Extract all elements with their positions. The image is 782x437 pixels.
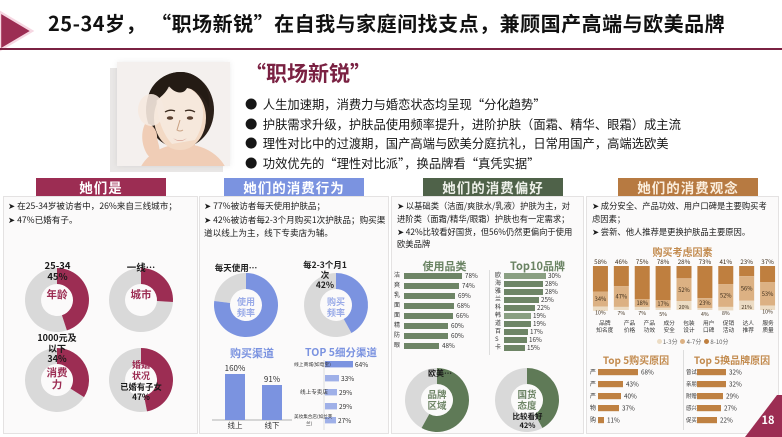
svg-text:58%: 58% [594,257,607,266]
svg-text:兰): 兰) [306,420,313,427]
svg-text:爽: 爽 [394,280,400,289]
svg-text:78%: 78% [657,257,670,266]
svg-text:5%: 5% [659,311,667,318]
svg-text:7%: 7% [617,310,625,317]
svg-text:亲朋: 亲朋 [686,380,697,388]
svg-text:附赠: 附赠 [686,392,697,400]
svg-text:40%: 40% [624,392,637,401]
svg-text:严: 严 [590,367,596,376]
svg-text:15%: 15% [527,343,540,352]
svg-text:线上: 线上 [228,420,243,431]
svg-text:卡: 卡 [495,342,501,351]
svg-text:感兴: 感兴 [686,404,697,412]
svg-text:乳: 乳 [394,290,400,299]
svg-text:48%: 48% [442,341,455,350]
svg-text:28%: 28% [678,257,691,266]
svg-text:69%: 69% [458,291,471,300]
svg-text:33%: 33% [341,373,354,383]
svg-text:160%: 160% [225,363,246,374]
svg-text:线上专卖店: 线上专卖店 [300,388,328,396]
svg-text:面: 面 [394,310,400,319]
svg-text:23%: 23% [740,257,753,266]
svg-text:18%: 18% [636,298,648,307]
svg-text:美妆集合店(如丝芙: 美妆集合店(如丝芙 [294,413,333,420]
svg-text:37%: 37% [761,257,774,266]
svg-text:75%: 75% [636,257,649,266]
svg-text:68%: 68% [457,301,470,310]
svg-text:严: 严 [590,379,596,388]
svg-text:29%: 29% [339,387,352,397]
svg-text:29%: 29% [339,401,352,411]
svg-text:32%: 32% [729,368,742,377]
svg-text:眼: 眼 [394,340,400,349]
svg-text:66%: 66% [456,311,469,320]
svg-text:64%: 64% [355,359,368,369]
svg-text:34%: 34% [595,294,607,303]
svg-text:10%: 10% [762,309,773,316]
svg-text:53%: 53% [762,289,774,298]
svg-text:52%: 52% [678,285,690,294]
svg-text:8%: 8% [722,310,730,317]
svg-text:物: 物 [590,403,596,412]
svg-text:20%: 20% [679,304,690,311]
svg-text:精: 精 [394,320,400,329]
svg-text:洁: 洁 [394,270,400,279]
svg-text:促买: 促买 [686,416,697,424]
svg-text:60%: 60% [451,331,464,340]
svg-text:91%: 91% [264,374,281,385]
svg-text:43%: 43% [626,380,639,389]
svg-text:78%: 78% [465,271,478,280]
svg-text:线上商城(如电宝): 线上商城(如电宝) [294,361,331,368]
svg-text:47%: 47% [616,292,628,301]
svg-text:23%: 23% [699,298,711,307]
svg-text:41%: 41% [719,257,732,266]
svg-text:面: 面 [394,300,400,309]
svg-text:73%: 73% [699,257,712,266]
svg-text:7%: 7% [638,310,646,317]
svg-text:17%: 17% [657,299,669,308]
svg-text:线下: 线下 [265,420,280,431]
svg-text:10%: 10% [595,309,606,316]
svg-text:29%: 29% [726,392,739,401]
svg-text:37%: 37% [622,404,635,413]
svg-text:32%: 32% [729,380,742,389]
svg-text:74%: 74% [462,281,475,290]
svg-text:27%: 27% [724,404,737,413]
svg-text:27%: 27% [338,415,351,425]
svg-text:21%: 21% [741,304,752,311]
svg-text:60%: 60% [451,321,464,330]
svg-text:11%: 11% [607,416,620,425]
svg-text:购: 购 [590,415,596,424]
svg-text:曾试: 曾试 [686,368,697,376]
svg-text:防: 防 [394,330,400,339]
svg-text:56%: 56% [741,283,753,292]
svg-text:68%: 68% [641,368,654,377]
svg-text:严: 严 [590,391,596,400]
svg-text:46%: 46% [615,257,628,266]
svg-text:52%: 52% [720,290,732,299]
svg-text:22%: 22% [720,416,733,425]
